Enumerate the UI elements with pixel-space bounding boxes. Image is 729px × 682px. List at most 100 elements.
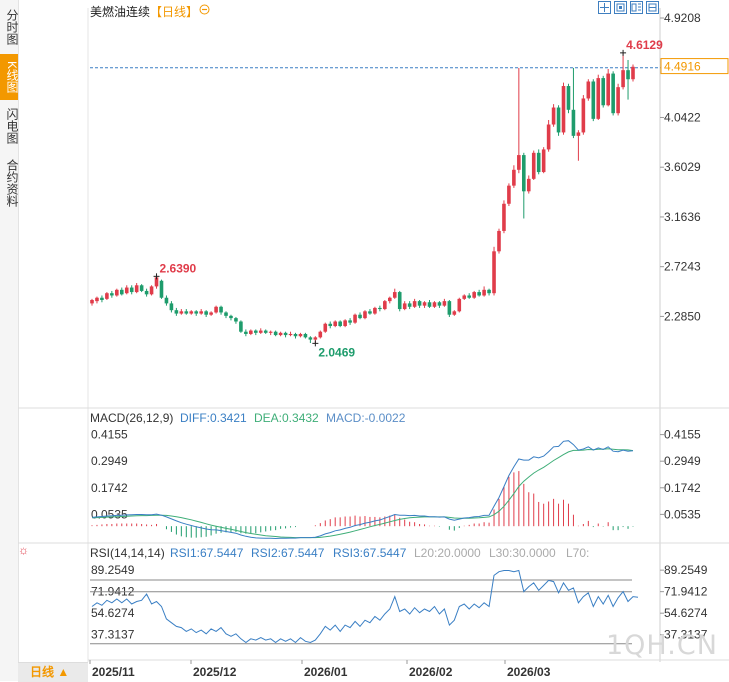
candle-body	[323, 323, 328, 332]
candle-body	[95, 297, 99, 302]
candle-body	[442, 301, 447, 306]
candle-body	[288, 333, 293, 336]
candle-body	[522, 155, 526, 192]
settings-icon[interactable]	[646, 1, 659, 14]
candle-body	[124, 287, 129, 294]
candle-body	[462, 295, 467, 299]
macd-diff-legend: DIFF:0.3421	[180, 411, 247, 425]
up-arrow-icon: ▲	[57, 665, 70, 679]
candle-body	[551, 107, 556, 125]
candle-body	[373, 307, 377, 314]
y-tick-label-left: 37.3137	[91, 628, 135, 642]
candle-body	[154, 277, 159, 287]
y-tick-label: 0.4155	[664, 428, 701, 442]
candle-body	[606, 73, 610, 106]
candle-body	[472, 292, 476, 298]
candle-body	[457, 298, 462, 312]
candle-body	[407, 303, 412, 307]
candle-body	[169, 303, 174, 311]
candle-body	[283, 332, 288, 336]
candle-body	[338, 321, 342, 327]
y-tick-label: 3.1636	[664, 210, 701, 224]
candle-body	[129, 287, 134, 293]
candle-body	[586, 81, 591, 99]
candle-body	[199, 311, 203, 314]
candle-body	[189, 311, 194, 314]
candle-body	[333, 321, 338, 327]
candle-body	[273, 331, 278, 336]
macd-value-legend: MACD:-0.0022	[326, 411, 406, 425]
extreme-label: 2.0469	[318, 345, 355, 359]
candle-body	[601, 78, 606, 106]
candle-body	[541, 149, 546, 173]
candle-body	[184, 311, 189, 314]
candle-body	[576, 132, 581, 136]
y-tick-label: 4.9208	[664, 11, 701, 25]
candle-body	[318, 331, 323, 338]
candle-body	[298, 333, 303, 337]
tab-timeshare[interactable]: 分时图	[5, 9, 19, 45]
y-tick-label: 4.0422	[664, 110, 701, 124]
l30-legend: L30:30.0000	[489, 546, 556, 560]
candle-body	[174, 310, 179, 314]
y-tick-label: 71.9412	[664, 585, 708, 599]
tab-kline[interactable]: K线图	[0, 54, 19, 100]
y-tick-label: 0.1742	[664, 481, 701, 495]
candle-body	[348, 320, 352, 323]
y-tick-label-left: 89.2549	[91, 563, 135, 577]
candle-body	[244, 331, 248, 334]
candle-body	[492, 251, 496, 294]
tab-flash-chart[interactable]: 闪电图	[5, 108, 19, 144]
y-tick-label: 3.6029	[664, 160, 701, 174]
candle-body	[258, 330, 263, 333]
watermark: 1QH.CN	[606, 630, 718, 661]
candle-body	[90, 299, 94, 304]
candle-body	[561, 86, 566, 133]
rsi-title: RSI(14,14,14)	[90, 546, 165, 560]
candle-body	[139, 285, 144, 291]
tab-contract-info[interactable]: 合约资料	[5, 159, 19, 207]
y-tick-label: 54.6274	[664, 606, 708, 620]
y-tick-label-left: 54.6274	[91, 606, 135, 620]
candle-body	[343, 320, 347, 327]
chart-title: 美燃油连续	[90, 5, 151, 19]
candle-body	[328, 323, 333, 327]
candle-body	[507, 185, 511, 204]
candle-body	[626, 70, 630, 80]
y-tick-label-left: 0.2949	[91, 454, 128, 468]
crosshair-icon[interactable]	[598, 1, 611, 14]
candle-body	[134, 285, 139, 293]
period-selector-button[interactable]: 日线 ▲	[18, 662, 88, 682]
extreme-label: 4.6129	[626, 38, 663, 52]
candle-body	[293, 333, 298, 337]
y-tick-label: 0.0535	[664, 507, 701, 521]
candle-body	[263, 330, 268, 333]
candle-body	[115, 289, 119, 296]
candle-body	[204, 311, 208, 315]
candle-body	[581, 98, 586, 133]
period-label: 日线	[30, 665, 55, 679]
y-tick-label: 37.3137	[664, 628, 708, 642]
candle-body	[214, 306, 218, 313]
x-tick-label: 2026/02	[409, 665, 453, 679]
period-tag: 【日线】	[150, 5, 199, 19]
x-tick-label: 2025/11	[92, 665, 135, 679]
minus-circle-icon[interactable]	[199, 4, 210, 18]
x-tick-label: 2026/03	[507, 665, 551, 679]
candle-body	[179, 311, 184, 314]
last-price-box	[660, 58, 729, 75]
candle-body	[239, 321, 243, 332]
candle-body	[497, 230, 501, 252]
fullscreen-icon[interactable]	[614, 1, 627, 14]
candle-body	[353, 314, 357, 323]
indicator-settings-icon: ☼	[18, 543, 29, 557]
y-tick-label: 89.2549	[664, 563, 708, 577]
macd-title: MACD(26,12,9)	[90, 411, 173, 425]
candle-body	[591, 81, 596, 119]
x-tick-label: 2025/12	[193, 665, 237, 679]
sidebar: 分时图 K线图 闪电图 合约资料	[0, 0, 19, 681]
candle-body	[417, 301, 422, 306]
candle-body	[517, 155, 521, 170]
compare-icon[interactable]	[630, 1, 643, 14]
